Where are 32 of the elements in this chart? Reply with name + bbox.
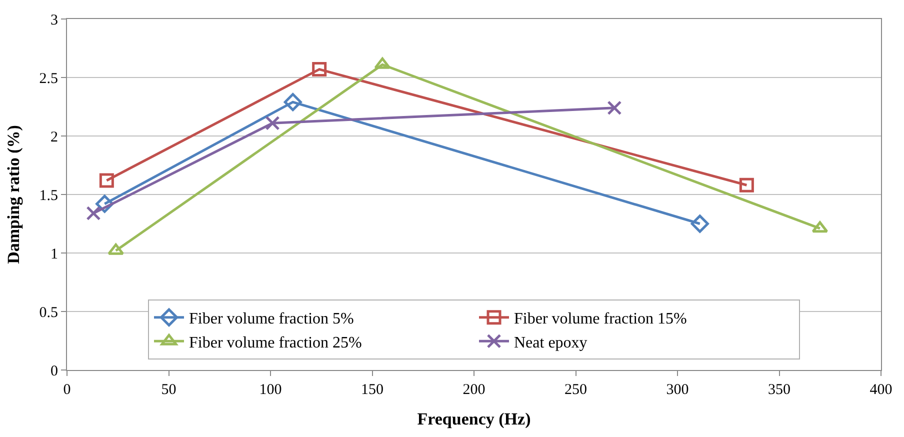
point (312, 62, 327, 77)
point (607, 100, 622, 116)
x-tick-label: 200 (462, 382, 486, 398)
point (86, 206, 101, 220)
x-tick-label: 100 (259, 382, 282, 398)
legend-label: Fiber volume fraction 5% (189, 310, 354, 328)
x-tick-label: 400 (870, 382, 892, 398)
x-tick-label: 50 (161, 382, 176, 398)
y-tick-label: 3 (50, 12, 58, 28)
y-tick-label: 1 (50, 246, 58, 262)
x-tick-label: 250 (564, 382, 587, 398)
point (99, 173, 114, 188)
y-tick-label: 1.5 (39, 188, 58, 204)
point (812, 221, 828, 233)
point (265, 116, 280, 130)
point (284, 93, 302, 112)
point (690, 214, 709, 233)
y-tick-label: 0.5 (39, 304, 58, 321)
legend-label: Fiber volume fraction 25% (189, 334, 362, 352)
x-tick-label: 350 (768, 382, 790, 398)
x-tick-label: 300 (666, 382, 689, 398)
y-tick-label: 2.5 (39, 70, 58, 87)
y-tick-label: 2 (50, 129, 58, 146)
y-axis-title: Damping ratio (%) (4, 125, 23, 264)
legend-label: Neat epoxy (514, 334, 588, 352)
x-tick-label: 0 (63, 382, 71, 398)
x-tick-label: 150 (361, 382, 384, 398)
point (739, 178, 754, 192)
legend-label: Fiber volume fraction 15% (514, 310, 687, 328)
x-axis-title: Frequency (Hz) (417, 409, 531, 428)
point (108, 243, 124, 255)
y-tick-label: 0 (50, 363, 58, 380)
